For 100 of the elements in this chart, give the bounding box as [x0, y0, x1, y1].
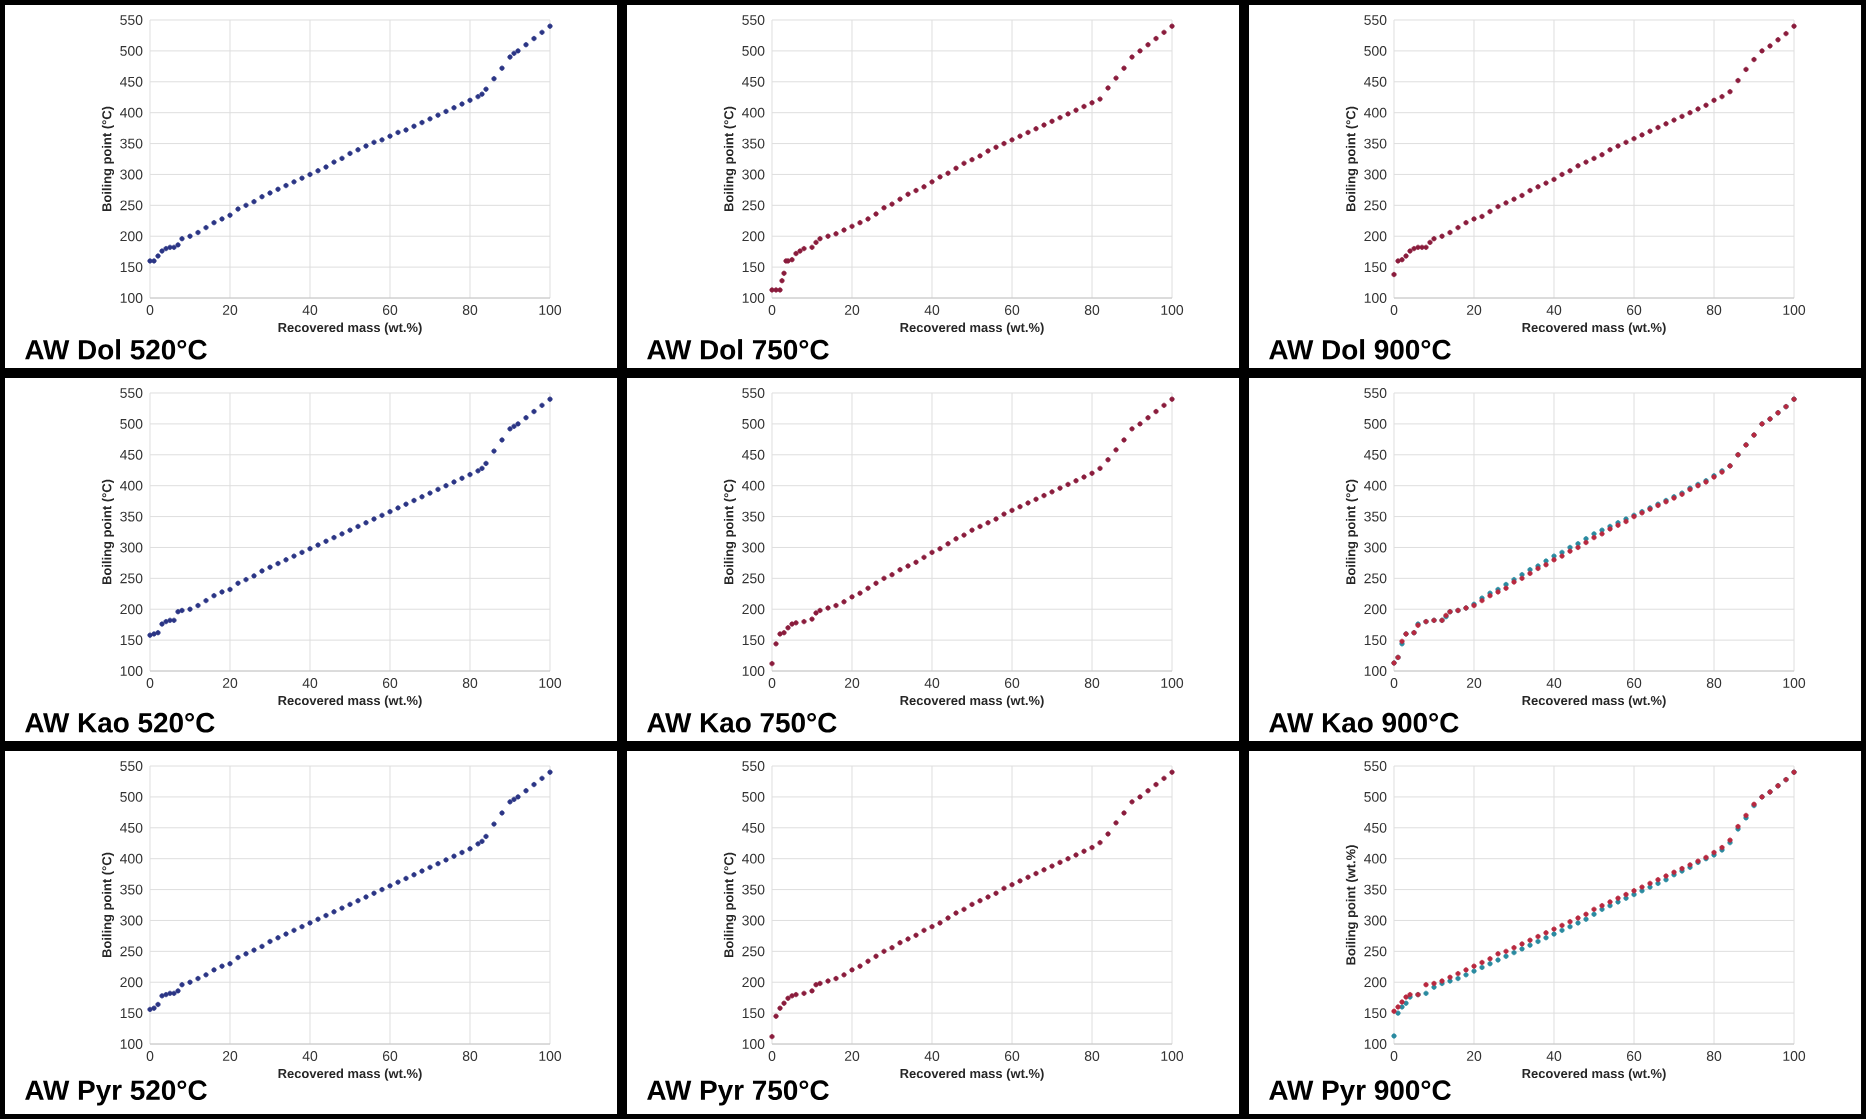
- x-tick-label: 0: [1390, 1051, 1398, 1061]
- y-tick-label: 250: [1364, 573, 1387, 584]
- x-tick-label: 0: [1390, 678, 1398, 688]
- y-tick-label: 400: [120, 107, 143, 118]
- y-tick-label: 300: [1364, 542, 1387, 553]
- y-tick-label: 350: [120, 511, 143, 522]
- y-tick-label: 400: [1364, 107, 1387, 118]
- y-tick-label: 300: [742, 542, 765, 553]
- y-tick-label: 100: [120, 1039, 143, 1049]
- y-tick-label: 550: [120, 15, 143, 25]
- x-tick-label: 60: [1004, 678, 1020, 688]
- y-axis-title: Boiling point (°C): [101, 852, 115, 958]
- y-axis-title: Boiling point (°C): [101, 106, 115, 212]
- x-axis-title: Recovered mass (wt.%): [900, 1068, 1044, 1081]
- y-tick-label: 500: [120, 418, 143, 429]
- y-tick-label: 400: [742, 853, 765, 864]
- y-tick-label: 350: [1364, 511, 1387, 522]
- x-tick-label: 0: [768, 1051, 776, 1061]
- y-tick-label: 550: [742, 388, 765, 398]
- x-tick-label: 0: [1390, 305, 1398, 315]
- y-axis-title: Boiling point (°C): [723, 479, 737, 585]
- y-tick-label: 350: [1364, 884, 1387, 895]
- x-tick-label: 40: [924, 1051, 940, 1061]
- x-tick-label: 100: [539, 305, 562, 315]
- y-tick-label: 350: [120, 884, 143, 895]
- y-tick-label: 400: [120, 853, 143, 864]
- y-tick-label: 250: [742, 946, 765, 957]
- y-tick-label: 300: [120, 915, 143, 926]
- y-tick-label: 550: [742, 15, 765, 25]
- y-tick-label: 500: [120, 45, 143, 56]
- y-tick-label: 250: [742, 200, 765, 211]
- y-tick-label: 450: [120, 822, 143, 833]
- y-tick-label: 200: [1364, 231, 1387, 242]
- x-axis-title: Recovered mass (wt.%): [278, 1068, 422, 1081]
- x-tick-label: 80: [462, 305, 478, 315]
- y-tick-label: 100: [1364, 666, 1387, 676]
- y-tick-label: 100: [742, 293, 765, 303]
- text: AW Pyr 750°C: [647, 1080, 829, 1106]
- x-tick-label: 40: [302, 678, 318, 688]
- y-tick-label: 500: [1364, 791, 1387, 802]
- x-tick-label: 40: [1546, 1051, 1562, 1061]
- x-tick-label: 60: [382, 1051, 398, 1061]
- y-tick-label: 150: [1364, 262, 1387, 273]
- x-axis-title: Recovered mass (wt.%): [900, 322, 1044, 335]
- y-tick-label: 550: [1364, 15, 1387, 25]
- x-axis-title: Recovered mass (wt.%): [1522, 1068, 1666, 1081]
- y-tick-label: 100: [1364, 1039, 1387, 1049]
- y-axis-title: Boiling point (°C): [1345, 106, 1359, 212]
- y-tick-label: 200: [742, 604, 765, 615]
- y-tick-label: 550: [1364, 388, 1387, 398]
- y-tick-label: 400: [742, 480, 765, 491]
- y-tick-label: 200: [742, 231, 765, 242]
- y-tick-label: 250: [120, 946, 143, 957]
- x-tick-label: 80: [1084, 678, 1100, 688]
- x-tick-label: 100: [1161, 678, 1184, 688]
- y-tick-label: 200: [120, 231, 143, 242]
- x-tick-label: 40: [924, 678, 940, 688]
- x-tick-label: 60: [1004, 1051, 1020, 1061]
- y-tick-label: 450: [120, 449, 143, 460]
- text: AW Dol 900°C: [1269, 339, 1451, 360]
- y-tick-label: 500: [120, 791, 143, 802]
- y-tick-label: 400: [742, 107, 765, 118]
- x-tick-label: 100: [539, 1051, 562, 1061]
- y-tick-label: 500: [742, 45, 765, 56]
- x-tick-label: 100: [539, 678, 562, 688]
- x-tick-label: 80: [1706, 305, 1722, 315]
- y-tick-label: 450: [1364, 449, 1387, 460]
- x-tick-label: 100: [1783, 1051, 1806, 1061]
- x-tick-label: 60: [382, 305, 398, 315]
- x-tick-label: 20: [222, 1051, 238, 1061]
- y-tick-label: 250: [1364, 200, 1387, 211]
- y-tick-label: 150: [1364, 1008, 1387, 1019]
- x-tick-label: 40: [302, 1051, 318, 1061]
- x-tick-label: 20: [1466, 1051, 1482, 1061]
- y-tick-label: 150: [742, 1008, 765, 1019]
- y-tick-label: 150: [742, 635, 765, 646]
- y-tick-label: 500: [1364, 45, 1387, 56]
- y-tick-label: 200: [1364, 604, 1387, 615]
- y-tick-label: 400: [1364, 853, 1387, 864]
- x-tick-label: 80: [1084, 1051, 1100, 1061]
- y-tick-label: 150: [120, 262, 143, 273]
- y-tick-label: 300: [1364, 915, 1387, 926]
- y-tick-label: 500: [1364, 418, 1387, 429]
- y-tick-label: 350: [120, 138, 143, 149]
- y-tick-label: 250: [742, 573, 765, 584]
- x-tick-label: 60: [1004, 305, 1020, 315]
- x-tick-label: 0: [768, 305, 776, 315]
- y-tick-label: 350: [742, 138, 765, 149]
- y-axis-title: Boiling point (°C): [1345, 479, 1359, 585]
- y-tick-label: 450: [742, 449, 765, 460]
- x-axis-title: Recovered mass (wt.%): [278, 695, 422, 708]
- y-tick-label: 450: [1364, 76, 1387, 87]
- y-tick-label: 550: [120, 761, 143, 771]
- y-tick-label: 200: [120, 977, 143, 988]
- x-tick-label: 20: [844, 1051, 860, 1061]
- y-tick-label: 350: [742, 884, 765, 895]
- x-tick-label: 100: [1783, 305, 1806, 315]
- text: AW Dol 750°C: [647, 339, 829, 360]
- x-tick-label: 20: [844, 678, 860, 688]
- x-tick-label: 0: [146, 305, 154, 315]
